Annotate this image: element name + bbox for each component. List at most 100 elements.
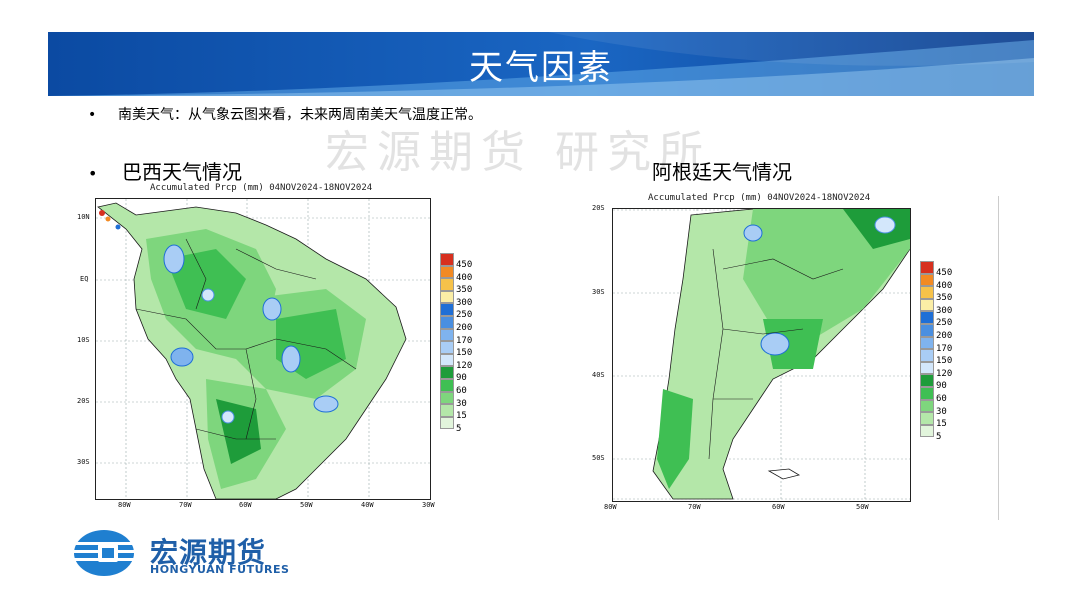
brazil-legend-label: 170 [456,335,473,346]
argentina-legend-label: 150 [936,356,953,367]
brazil-legend-label: 15 [456,411,467,422]
argentina-colorbar [920,261,934,438]
brazil-legend-label: 450 [456,260,473,270]
argentina-legend-swatch [920,399,934,413]
brazil-legend-label: 250 [456,310,473,321]
brazil-colorbar [440,253,454,430]
argentina-legend-label: 450 [936,268,953,278]
argentina-legend-label: 120 [936,368,953,379]
brazil-legend-swatch [440,341,454,354]
argentina-lat-tick: 50S [592,454,605,462]
argentina-legend-swatch [920,336,934,350]
argentina-legend-swatch [920,386,934,400]
argentina-legend-swatch [920,424,934,438]
brazil-lat-tick: 10N [77,213,90,221]
brazil-legend-swatch [440,315,454,329]
summary-text: 南美天气：从气象云图来看，未来两周南美天气温度正常。 [118,107,482,123]
argentina-colorbar-labels: 450 400 350 300 250 200 170 150 120 90 60 30 15 5 [936,267,952,443]
argentina-heading: 阿根廷天气情况 [652,160,792,184]
argentina-legend-label: 60 [936,393,947,404]
bullet-symbol: • [88,107,97,123]
hongyuan-logo [72,528,136,578]
brazil-lat-tick: EQ [80,275,89,283]
argentina-legend-swatch [920,349,934,362]
brazil-legend-label: 5 [456,423,462,434]
brazil-legend-swatch [440,328,454,342]
argentina-legend-label: 200 [936,330,953,341]
brazil-legend-label: 350 [456,285,473,296]
logo-name-en: HONGYUAN FUTURES [150,563,290,576]
page-title: 天气因素 [469,48,613,88]
brazil-map-graphic [96,199,430,499]
argentina-legend-swatch [920,286,934,299]
brazil-lon-tick: 40W [361,501,374,509]
argentina-legend-swatch [920,311,934,324]
brazil-legend-swatch [440,404,454,417]
brazil-heading: • 巴西天气情况 [88,156,242,185]
argentina-legend-label: 400 [936,280,953,291]
divider-line [998,196,999,520]
argentina-legend-label: 5 [936,431,942,442]
argentina-legend-swatch [920,361,934,375]
logo-emblem-icon [72,530,136,576]
bullet-summary: • 南美天气：从气象云图来看，未来两周南美天气温度正常。 [88,104,482,124]
brazil-legend-swatch [440,366,454,379]
argentina-lat-tick: 40S [592,371,605,379]
argentina-legend-label: 300 [936,305,953,316]
brazil-map-caption: Accumulated Prcp (mm) 04NOV2024-18NOV202… [150,183,373,193]
brazil-legend-swatch [440,253,454,266]
argentina-lat-tick: 20S [592,204,605,212]
argentina-legend-label: 15 [936,419,947,430]
bullet-symbol: • [88,164,98,183]
argentina-legend-swatch [920,323,934,337]
argentina-legend-label: 90 [936,381,947,392]
brazil-legend-swatch [440,353,454,367]
watermark: 宏源期货 研究所 [325,127,711,178]
argentina-legend-swatch [920,261,934,274]
argentina-lon-tick: 80W [604,503,617,511]
brazil-legend-label: 300 [456,297,473,308]
title-banner: 天气因素 [48,32,1034,96]
brazil-legend-swatch [440,303,454,316]
argentina-precip-map [612,208,911,502]
brazil-colorbar-labels: 450 400 350 300 250 200 170 150 120 90 60 30 15 5 [456,259,472,435]
brazil-precip-map [95,198,431,500]
brazil-lon-tick: 50W [300,501,313,509]
brazil-lat-tick: 10S [77,336,90,344]
brazil-legend-swatch [440,278,454,291]
argentina-legend-label: 30 [936,406,947,417]
brazil-legend-label: 60 [456,385,467,396]
brazil-legend-swatch [440,391,454,405]
logo-name-cn: 宏源期货 [150,536,267,569]
argentina-map-caption: Accumulated Prcp (mm) 04NOV2024-18NOV202… [648,193,871,203]
brazil-legend-label: 30 [456,398,467,409]
brazil-lon-tick: 30W [422,501,435,509]
argentina-legend-label: 350 [936,293,953,304]
argentina-legend-swatch [920,412,934,425]
argentina-legend-label: 170 [936,343,953,354]
argentina-lon-tick: 60W [772,503,785,511]
argentina-lon-tick: 50W [856,503,869,511]
brazil-legend-label: 90 [456,373,467,384]
brazil-legend-swatch [440,416,454,430]
argentina-legend-swatch [920,273,934,287]
brazil-lon-tick: 60W [239,501,252,509]
argentina-lat-tick: 30S [592,288,605,296]
brazil-lat-tick: 20S [77,397,90,405]
brazil-legend-label: 120 [456,360,473,371]
argentina-lon-tick: 70W [688,503,701,511]
brazil-lon-tick: 80W [118,501,131,509]
argentina-legend-swatch [920,374,934,387]
argentina-legend-label: 250 [936,318,953,329]
argentina-map-graphic [613,209,910,501]
brazil-lat-tick: 30S [77,458,90,466]
brazil-legend-swatch [440,290,454,304]
brazil-legend-label: 400 [456,272,473,283]
brazil-legend-label: 150 [456,348,473,359]
argentina-legend-swatch [920,298,934,312]
brazil-heading-text: 巴西天气情况 [122,160,242,184]
banner-background [48,32,1034,96]
brazil-legend-swatch [440,265,454,279]
brazil-legend-swatch [440,378,454,392]
brazil-legend-label: 200 [456,322,473,333]
